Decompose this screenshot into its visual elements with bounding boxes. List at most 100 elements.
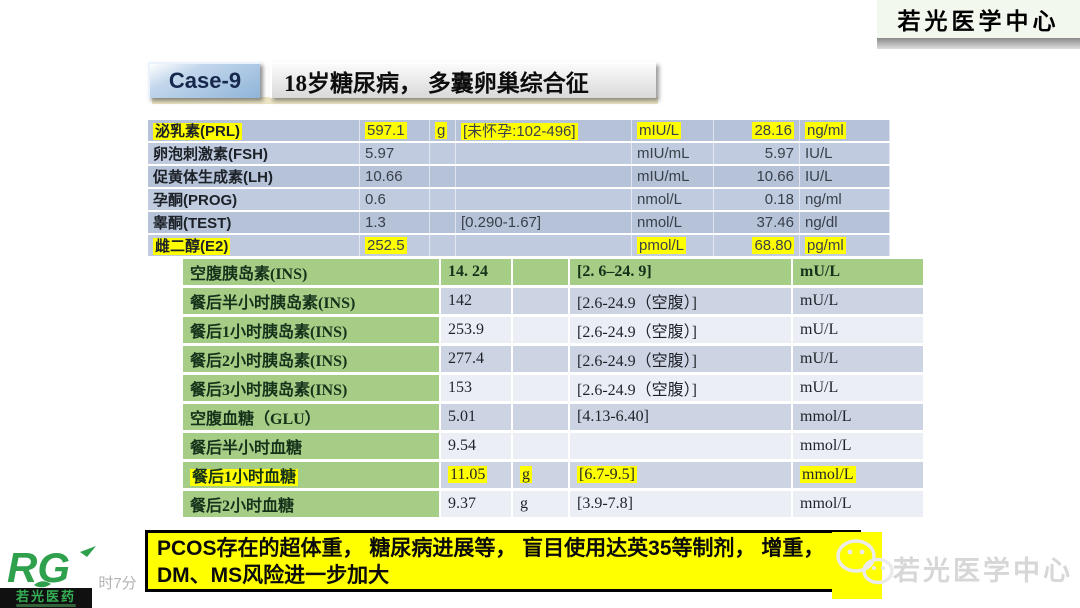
hormone-row-cell: mIU/mL [632, 166, 714, 187]
hormone-row-cell: 28.16 [714, 120, 800, 141]
hormone-row-cell: mIU/L [632, 120, 714, 141]
cell-text: 11.05 [448, 466, 488, 483]
cell-text: [6.7-9.5] [577, 466, 637, 483]
cell-text: g [435, 122, 448, 139]
glucose-row-cell: mU/L [793, 375, 925, 401]
logo-caption-strip: 若光医药 [0, 588, 92, 608]
cell-text: IU/L [805, 145, 833, 162]
cell-text: nmol/L [637, 191, 683, 208]
cell-text: g [520, 495, 528, 512]
cell-text: 5.97 [365, 145, 395, 162]
cell-text: [4.13-6.40] [577, 408, 649, 425]
glucose-row-cell: 277.4 [441, 346, 513, 372]
cell-text: [2. 6–24. 9] [577, 263, 652, 280]
glucose-row-cell: 餐后半小时胰岛素(INS) [183, 288, 441, 314]
hormone-row-cell [456, 166, 632, 187]
cell-text: 餐后2小时胰岛素(INS) [190, 353, 348, 370]
glucose-row-cell: g [513, 491, 570, 517]
cell-text: mIU/mL [637, 168, 690, 185]
glucose-row-cell: [2.6-24.9（空腹）] [570, 375, 793, 401]
glucose-row-cell: 9.37 [441, 491, 513, 517]
glucose-row-cell: 空腹血糖（GLU） [183, 404, 441, 430]
cell-text: [3.9-7.8] [577, 495, 633, 512]
glucose-row: 餐后半小时胰岛素(INS) 142 [2.6-24.9（空腹）] mU/L [183, 288, 925, 314]
warning-line-1: PCOS存在的超体重， 糖尿病进展等， 盲目使用达英35等制剂， 增重， [157, 537, 825, 560]
hormone-row-cell: [0.290-1.67] [456, 212, 632, 233]
hormone-row-cell [430, 189, 456, 210]
hormone-row-cell: IU/L [800, 166, 890, 187]
wechat-icon [834, 537, 896, 594]
glucose-row-cell: [4.13-6.40] [570, 404, 793, 430]
glucose-row-cell: 9.54 [441, 433, 513, 459]
glucose-row-cell: mU/L [793, 317, 925, 343]
glucose-row-cell: 142 [441, 288, 513, 314]
cell-text: pmol/L [637, 237, 687, 254]
glucose-row-cell: mmol/L [793, 462, 925, 488]
cell-text: 餐后半小时血糖 [190, 440, 303, 457]
logo-small-text [16, 603, 76, 607]
cell-text: mmol/L [800, 466, 856, 483]
hormone-row-cell: pmol/L [632, 235, 714, 256]
glucose-row-cell: mmol/L [793, 433, 925, 459]
cell-text: [0.290-1.67] [461, 214, 542, 231]
cell-text: 0.6 [365, 191, 386, 208]
cell-text: mU/L [800, 263, 840, 280]
cell-text: [2.6-24.9（空腹）] [577, 295, 697, 312]
cell-text: mU/L [800, 379, 839, 396]
glucose-row-cell [513, 433, 570, 459]
brand-box: 若光医学中心 [877, 0, 1080, 38]
rg-logo-icon: RG [6, 544, 98, 595]
glucose-row-cell: 餐后2小时胰岛素(INS) [183, 346, 441, 372]
hormone-row-cell [430, 166, 456, 187]
cell-text: mmol/L [800, 495, 852, 512]
cell-text: 28.16 [752, 122, 794, 139]
cell-text: 睾酮(TEST) [153, 215, 232, 232]
cell-text: pg/ml [805, 237, 846, 254]
title-shadow-strip [152, 97, 658, 104]
cell-text: ng/ml [805, 122, 846, 139]
glucose-row-cell [513, 288, 570, 314]
hormone-row-cell: 促黄体生成素(LH) [148, 166, 360, 187]
hormone-row-cell: nmol/L [632, 212, 714, 233]
warning-banner: PCOS存在的超体重， 糖尿病进展等， 盲目使用达英35等制剂， 增重， DM、… [145, 530, 861, 592]
glucose-row-cell [513, 375, 570, 401]
cell-text: 14. 24 [448, 263, 488, 280]
warning-line-2: DM、MS风险进一步加大 [157, 564, 390, 587]
hormone-row-cell [430, 212, 456, 233]
glucose-row-cell: [2.6-24.9（空腹）] [570, 346, 793, 372]
cell-text: mU/L [800, 350, 839, 367]
cell-text: mIU/L [637, 122, 682, 139]
cell-text: 1.3 [365, 214, 386, 231]
glucose-row-cell: [2.6-24.9（空腹）] [570, 317, 793, 343]
cell-text: 5.01 [448, 408, 476, 425]
glucose-row-cell: mU/L [793, 346, 925, 372]
cell-text: 10.66 [756, 168, 794, 185]
glucose-row-cell: 253.9 [441, 317, 513, 343]
glucose-row-cell: [3.9-7.8] [570, 491, 793, 517]
glucose-row-cell: mmol/L [793, 491, 925, 517]
glucose-row-cell [513, 404, 570, 430]
glucose-row: 餐后1小时胰岛素(INS) 253.9 [2.6-24.9（空腹）] mU/L [183, 317, 925, 343]
hormone-row-cell: 37.46 [714, 212, 800, 233]
hormone-row-cell [456, 235, 632, 256]
cell-text: 餐后3小时胰岛素(INS) [190, 382, 348, 399]
hormone-row-cell [456, 143, 632, 164]
hormone-row-cell: g [430, 120, 456, 141]
hormone-row-cell: 252.5 [360, 235, 430, 256]
cell-text: 促黄体生成素(LH) [153, 169, 273, 186]
cell-text: 253.9 [448, 321, 484, 338]
cell-text: IU/L [805, 168, 833, 185]
glucose-row: 餐后3小时胰岛素(INS) 153 [2.6-24.9（空腹）] mU/L [183, 375, 925, 401]
glucose-row-cell: 餐后3小时胰岛素(INS) [183, 375, 441, 401]
brand-box-shadow [877, 38, 1080, 49]
glucose-row-cell [513, 259, 570, 285]
cell-text: 37.46 [756, 214, 794, 231]
cell-text: nmol/L [637, 214, 683, 231]
glucose-row-cell: 餐后2小时血糖 [183, 491, 441, 517]
hormone-row-cell [430, 143, 456, 164]
hormone-row-cell: 597.1 [360, 120, 430, 141]
hormone-row-cell: 孕酮(PROG) [148, 189, 360, 210]
cell-text: 餐后1小时胰岛素(INS) [190, 324, 348, 341]
hormone-row-cell: ng/ml [800, 189, 890, 210]
cell-text: 9.54 [448, 437, 476, 454]
